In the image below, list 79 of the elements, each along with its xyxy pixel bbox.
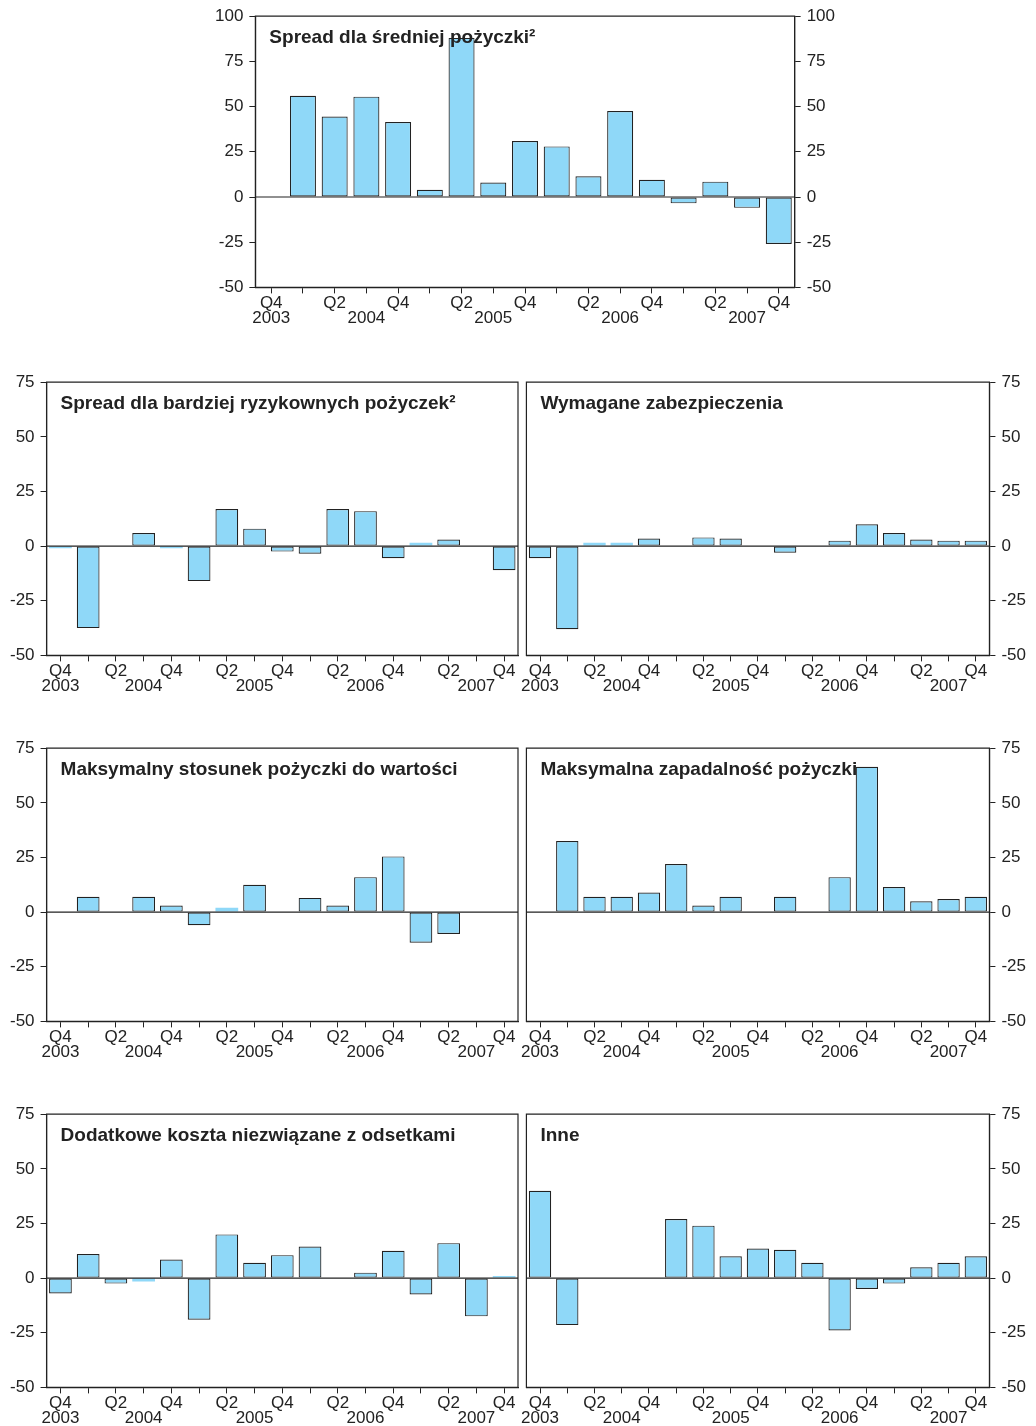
x-tick-label: 2007 bbox=[728, 308, 766, 328]
y2-tick-label: 50 bbox=[806, 96, 826, 116]
x-tick-label: 2005 bbox=[474, 308, 513, 328]
y2-tick-label: -25 bbox=[1001, 1322, 1027, 1342]
y-tick-label: 0 bbox=[25, 535, 35, 555]
text: Dodatkowe koszta niezwiązane z odsetkami bbox=[60, 1123, 456, 1145]
y-tick-label: 50 bbox=[224, 96, 244, 116]
x-tick-label: Q2 bbox=[323, 292, 347, 312]
y-tick-label: -50 bbox=[9, 645, 35, 665]
text: Maksymalny stosunek pożyczki do wartości bbox=[60, 757, 458, 779]
y-tick-label: -25 bbox=[218, 231, 244, 251]
y2-tick-label: 25 bbox=[1001, 1213, 1021, 1233]
x-tick-label: Q4 bbox=[160, 660, 183, 680]
y-tick-label: 75 bbox=[15, 1103, 35, 1123]
y-tick-label: 25 bbox=[15, 481, 35, 501]
x-tick-label: Q4 2003 bbox=[41, 660, 80, 696]
y2-tick-label: 75 bbox=[1001, 737, 1021, 757]
y2-tick-label: -25 bbox=[806, 231, 832, 251]
y-tick-label: -25 bbox=[9, 956, 35, 976]
y-tick-label: 75 bbox=[15, 737, 35, 757]
x-tick-label: 2006 bbox=[601, 308, 640, 328]
y2-tick-label: -25 bbox=[1001, 956, 1027, 976]
x-tick-label: Q4 bbox=[160, 1392, 183, 1412]
y-tick-label: 50 bbox=[15, 792, 35, 812]
y-tick-label: 75 bbox=[224, 51, 244, 71]
text: Spread dla średniej pożyczki² bbox=[269, 25, 536, 47]
y-tick-label: -50 bbox=[9, 1377, 35, 1397]
y-tick-label: -25 bbox=[9, 1322, 35, 1342]
x-tick-label: Q4 2003 bbox=[41, 1392, 80, 1426]
y2-tick-label: 25 bbox=[806, 141, 826, 161]
y2-tick-label: -50 bbox=[1001, 1377, 1027, 1397]
x-tick-label: Q4 2003 bbox=[521, 1392, 559, 1426]
x-tick-label: Q4 bbox=[386, 292, 410, 312]
y-tick-label: 0 bbox=[233, 186, 244, 206]
x-tick-label: 2004 bbox=[347, 308, 386, 328]
x-tick-label: Q4 bbox=[640, 292, 664, 312]
y-tick-label: 0 bbox=[25, 901, 35, 921]
y2-tick-label: 75 bbox=[806, 51, 826, 71]
text: Maksymalna zapadalność pożyczki bbox=[540, 757, 858, 779]
y2-tick-label: -25 bbox=[1001, 590, 1027, 610]
y2-tick-label: -50 bbox=[1001, 645, 1027, 665]
y2-tick-label: 0 bbox=[1001, 901, 1011, 921]
x-tick-label: Q2 bbox=[703, 292, 727, 312]
y2-tick-label: -50 bbox=[1001, 1011, 1027, 1031]
x-tick-label: Q4 bbox=[513, 292, 537, 312]
y2-tick-label: -50 bbox=[806, 277, 832, 297]
y-tick-label: 50 bbox=[15, 426, 35, 446]
y-tick-label: 50 bbox=[15, 1158, 35, 1178]
x-tick-label: Q4 2003 bbox=[41, 1026, 80, 1062]
x-tick-label: Q2 bbox=[577, 292, 600, 312]
x-tick-label: Q4 2003 bbox=[521, 660, 559, 696]
y-tick-label: 25 bbox=[15, 1213, 35, 1233]
y2-tick-label: 50 bbox=[1001, 792, 1021, 812]
y-tick-label: 25 bbox=[224, 141, 244, 161]
y2-tick-label: 50 bbox=[1001, 426, 1021, 446]
y2-tick-label: 75 bbox=[1001, 1103, 1021, 1123]
y-tick-label: 0 bbox=[25, 1267, 35, 1287]
y2-tick-label: 0 bbox=[806, 186, 817, 206]
y-tick-label: 25 bbox=[15, 847, 35, 867]
y-tick-label: -50 bbox=[218, 277, 244, 297]
text: Inne bbox=[540, 1123, 580, 1145]
y2-tick-label: 0 bbox=[1001, 1267, 1011, 1287]
y2-tick-label: 100 bbox=[806, 5, 836, 25]
text: Wymagane zabezpieczenia bbox=[540, 391, 784, 413]
text: Spread dla bardziej ryzykownych pożyczek² bbox=[60, 391, 456, 413]
y2-tick-label: 0 bbox=[1001, 535, 1011, 555]
x-tick-label: Q4 2003 bbox=[521, 1026, 559, 1062]
x-tick-label: Q4 2003 bbox=[252, 292, 291, 328]
x-tick-label: Q4 bbox=[767, 292, 791, 312]
x-tick-label: Q4 bbox=[160, 1026, 183, 1046]
y2-tick-label: 25 bbox=[1001, 481, 1021, 501]
y2-tick-label: 75 bbox=[1001, 371, 1021, 391]
y2-tick-label: 25 bbox=[1001, 847, 1021, 867]
y-tick-label: -50 bbox=[9, 1011, 35, 1031]
y2-tick-label: 50 bbox=[1001, 1158, 1021, 1178]
x-tick-label: Q2 bbox=[450, 292, 473, 312]
y-tick-label: 75 bbox=[15, 371, 35, 391]
y-tick-label: -25 bbox=[9, 590, 35, 610]
y-tick-label: 100 bbox=[214, 5, 244, 25]
